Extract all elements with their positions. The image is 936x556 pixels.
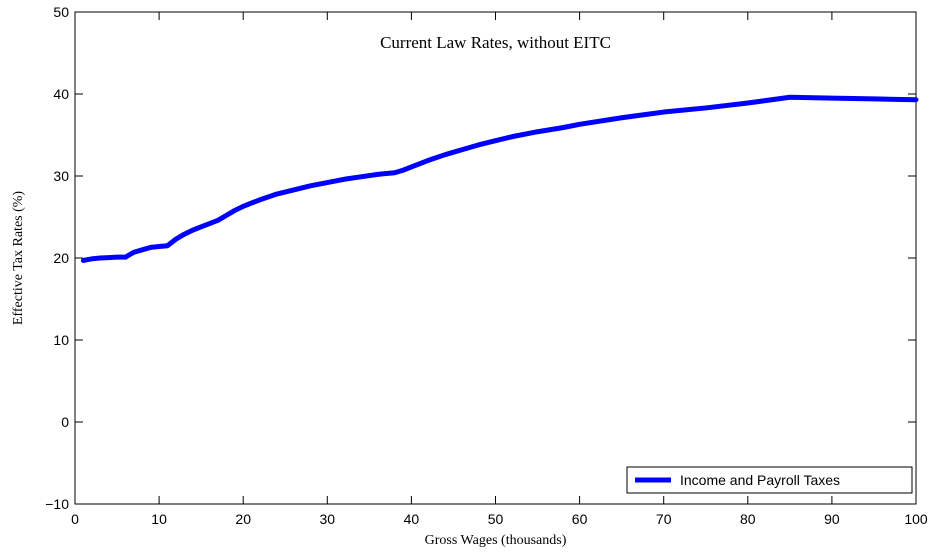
x-tick-label: 80: [740, 511, 756, 527]
legend-box: [626, 466, 913, 494]
x-tick-label: 0: [71, 511, 79, 527]
y-tick-label: −10: [45, 496, 69, 512]
x-tick-label: 60: [572, 511, 588, 527]
x-axis-label: Gross Wages (thousands): [425, 533, 567, 548]
x-tick-label: 40: [404, 511, 420, 527]
x-tick-label: 20: [235, 511, 251, 527]
legend: Income and Payroll Taxes: [626, 466, 913, 494]
y-tick-label: 40: [53, 86, 69, 102]
y-tick-label: 20: [53, 250, 69, 266]
y-tick-label: 10: [53, 332, 69, 348]
legend-entry-label: Income and Payroll Taxes: [680, 472, 840, 488]
x-tick-label: 30: [320, 511, 336, 527]
tick-marks: [74, 11, 917, 505]
y-axis-label: Effective Tax Rates (%): [11, 191, 26, 326]
y-tick-label: 50: [53, 4, 69, 20]
x-tick-label: 100: [904, 511, 928, 527]
x-tick-label: 70: [656, 511, 672, 527]
x-tick-label: 10: [151, 511, 167, 527]
y-tick-label: 0: [61, 414, 69, 430]
x-tick-label: 50: [488, 511, 504, 527]
x-tick-label: 90: [824, 511, 840, 527]
series-line-0: [80, 94, 919, 263]
y-tick-label: 30: [53, 168, 69, 184]
chart-title: Current Law Rates, without EITC: [380, 33, 611, 52]
series-layer: [80, 94, 919, 263]
